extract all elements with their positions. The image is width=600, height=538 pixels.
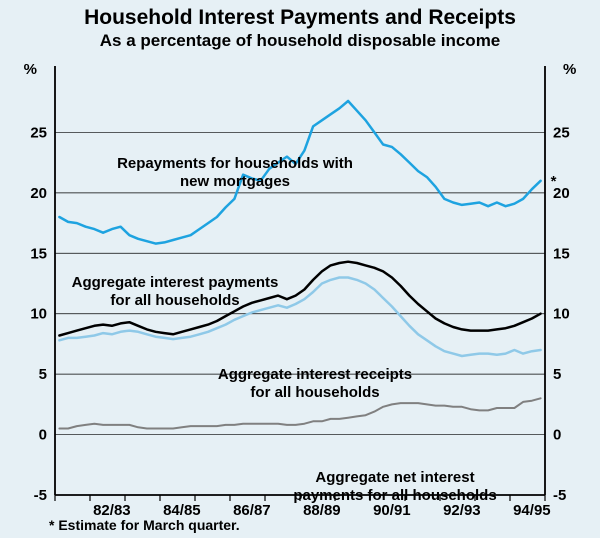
y-tick-right: 15 xyxy=(553,245,570,262)
y-tick-left: 10 xyxy=(30,306,47,323)
chart-container: Household Interest Payments and Receipts… xyxy=(0,0,600,538)
series-label: new mortgages xyxy=(180,173,290,190)
series-label: Aggregate interest receipts xyxy=(218,366,412,383)
x-tick-label: 88/89 xyxy=(303,502,341,519)
y-tick-left: 15 xyxy=(30,245,47,262)
estimate-star: * xyxy=(551,173,557,190)
x-tick-label: 94/95 xyxy=(513,502,551,519)
footnote: * Estimate for March quarter. xyxy=(49,517,240,533)
chart-title: Household Interest Payments and Receipts xyxy=(84,6,516,29)
series-label: Aggregate net interest xyxy=(315,469,474,486)
y-tick-left: 5 xyxy=(39,366,47,383)
x-tick-label: 92/93 xyxy=(443,502,481,519)
series-label: payments for all households xyxy=(293,487,496,504)
chart-subtitle: As a percentage of household disposable … xyxy=(100,31,501,50)
y-tick-right: 0 xyxy=(553,427,561,444)
y-label-left: % xyxy=(24,61,37,78)
y-label-right: % xyxy=(563,61,576,78)
y-tick-left: 25 xyxy=(30,124,47,141)
y-tick-left: 20 xyxy=(30,185,47,202)
y-tick-left: 0 xyxy=(39,427,47,444)
chart-svg: Household Interest Payments and Receipts… xyxy=(0,0,600,538)
y-tick-left: -5 xyxy=(34,487,47,504)
y-tick-right: 10 xyxy=(553,306,570,323)
series-label: Repayments for households with xyxy=(117,155,353,172)
y-tick-right: 5 xyxy=(553,366,561,383)
series-label: for all households xyxy=(110,292,239,309)
series-label: Aggregate interest payments xyxy=(72,274,279,291)
x-tick-label: 90/91 xyxy=(373,502,411,519)
background xyxy=(0,0,600,538)
y-tick-right: 25 xyxy=(553,124,570,141)
y-tick-right: -5 xyxy=(553,487,566,504)
series-label: for all households xyxy=(250,384,379,401)
